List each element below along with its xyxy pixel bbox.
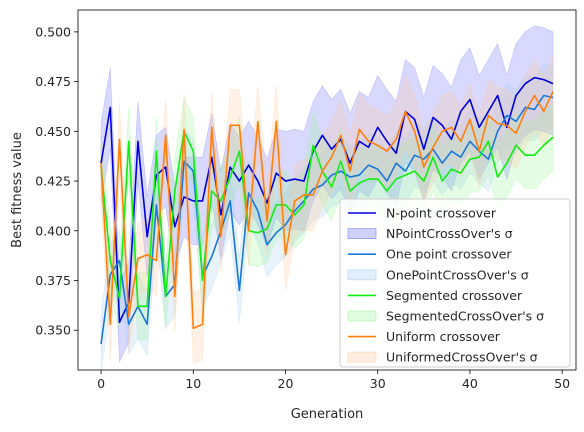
y-axis-label: Best fitness value (10, 132, 25, 248)
line-n-point-crossover (100, 76, 554, 324)
legend-label-n-point-crossover: N-point crossover (386, 206, 497, 221)
y-tick-label: 0.450 (35, 124, 71, 139)
legend-label-npointcrossover-s: NPointCrossOver's σ (386, 226, 513, 241)
legend-label-segmented-crossover: Segmented crossover (386, 288, 523, 303)
legend-box (339, 198, 571, 368)
plot-frame (77, 9, 577, 371)
y-tick-label: 0.350 (35, 323, 71, 338)
x-tick-label: 30 (370, 376, 386, 391)
legend-label-segmentedcrossover-s: SegmentedCrossOver's σ (386, 309, 544, 324)
x-tick-label: 0 (97, 376, 105, 391)
legend-swatch-npointcrossover-s (347, 228, 377, 240)
x-tick-label: 40 (462, 376, 478, 391)
legend-label-uniform-crossover: Uniform crossover (386, 329, 501, 344)
y-tick-label: 0.475 (35, 74, 71, 89)
legend-swatch-uniformedcrossover-s (347, 351, 377, 363)
band-one-point-crossover (100, 63, 554, 370)
line-segmented-crossover (100, 130, 554, 308)
legend-swatch-segmentedcrossover-s (347, 310, 377, 322)
legend-label-uniformedcrossover-s: UniformedCrossOver's σ (386, 350, 538, 365)
x-tick-label: 10 (185, 376, 201, 391)
y-tick-label: 0.500 (35, 24, 71, 39)
x-axis-label: Generation (291, 407, 364, 422)
band-n-point-crossover (100, 25, 554, 363)
legend-swatch-onepointcrossover-s (347, 269, 377, 281)
legend: N-point crossover NPointCrossOver's σ One … (339, 198, 571, 368)
band-segmented-crossover (100, 96, 554, 341)
x-axis: 0 10 20 30 40 50 (97, 370, 570, 391)
x-tick-label: 50 (554, 376, 570, 391)
y-tick-label: 0.400 (35, 223, 71, 238)
line-uniform-crossover (100, 91, 554, 330)
y-tick-label: 0.425 (35, 174, 71, 189)
legend-label-one-point-crossover: One point crossover (386, 247, 512, 262)
x-tick-label: 20 (278, 376, 294, 391)
y-axis: 0.350 0.375 0.400 0.425 0.450 0.475 0.500 (35, 24, 78, 338)
y-tick-label: 0.375 (35, 273, 71, 288)
series-lines (100, 76, 554, 345)
legend-label-onepointcrossover-s: OnePointCrossOver's σ (386, 267, 529, 282)
